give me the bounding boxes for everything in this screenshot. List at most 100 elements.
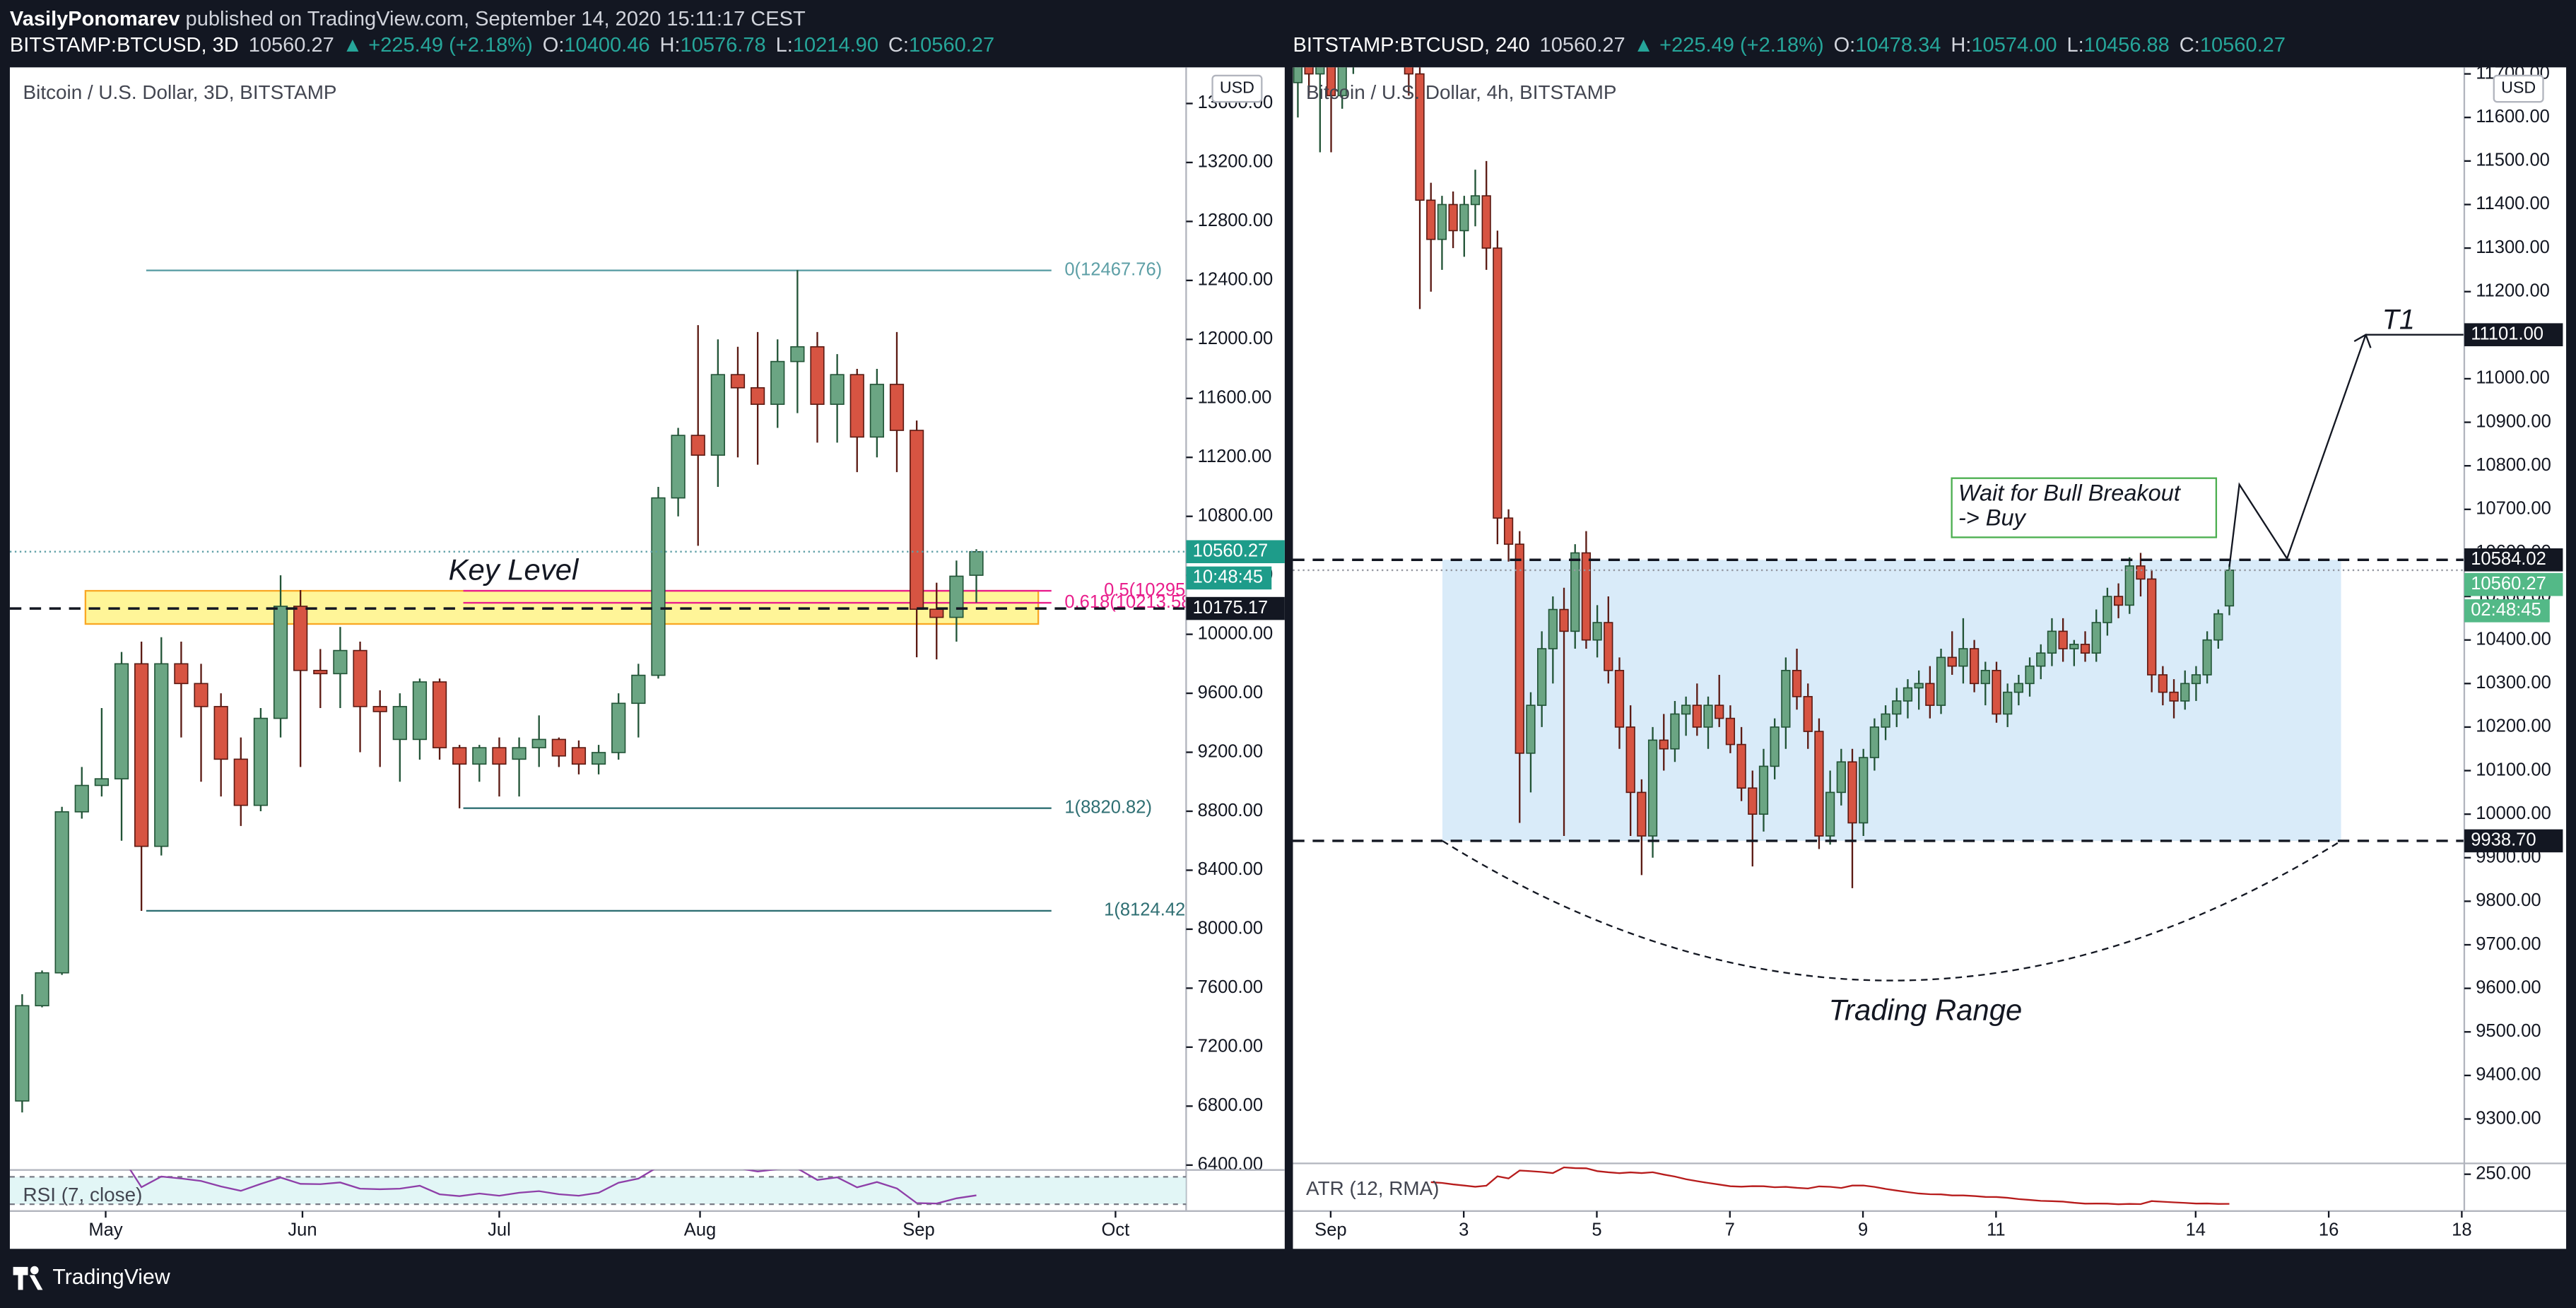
last-price: 10560.27 [1540,34,1625,57]
candle-body [1459,204,1469,232]
candle-body [293,606,308,671]
plot: 0(12467.76)1(8820.82)1(8124.420.5(102950… [9,259,1187,1113]
ohlc-value: 10576.78 [681,34,766,57]
candle-body [1847,761,1857,824]
indicator-label: RSI (7, close) [23,1184,143,1206]
candle-body [1725,717,1736,746]
y-tick-label: 10000.00 [2476,803,2551,823]
y-tick-label: 11600.00 [2476,107,2550,126]
y-tick-label: 9600.00 [1198,683,1263,702]
y-tick-label: 10700.00 [2476,499,2551,519]
candle-body [710,374,725,456]
logo-part [18,1275,43,1290]
y-tick-label: 10300.00 [2476,673,2551,693]
candle-body [849,374,864,438]
ohlc-key: O: [1834,34,1856,57]
candle-body [253,717,269,806]
ohlc-key: L: [776,34,793,57]
candle-body [1437,204,1447,240]
candle-body [1936,656,1946,706]
ohlc-value: 10214.90 [793,34,878,57]
legend: BITSTAMP:BTCUSD, 240 10560.27 ▲ +225.49 (+… [1293,34,2286,57]
y-tick-label: 12800.00 [1198,211,1274,230]
price-tag [2464,599,2550,623]
y-tick-label: 10800.00 [2476,455,2551,475]
candle-body [910,430,924,610]
candle-body [2102,596,2112,623]
ohlc-key: H: [1951,34,1971,57]
candle-body [790,346,805,363]
x-tick-label: 14 [2186,1220,2206,1239]
candle-body [1703,705,1713,728]
candle-body [1836,761,1846,794]
y-tick-label: 11600.00 [1198,388,1272,408]
indicator-plot [1430,1166,2230,1206]
currency: USD [1220,78,1254,97]
ohlc-key: C: [888,34,909,57]
candle-body [1481,195,1491,249]
candle-body [15,1005,30,1102]
y-tick-label: 11200.00 [2476,281,2550,300]
x-tick-label: Aug [684,1220,716,1239]
price-tag-label: 9938.70 [2471,830,2536,850]
logo-part [30,1266,39,1275]
price-tag-label: 11101.00 [2471,324,2543,343]
candle-body [1448,204,1458,232]
candle-body [2113,596,2124,606]
y-tick-label: 6400.00 [1198,1155,1263,1174]
y-tick-label: 9800.00 [2476,890,2541,910]
candle-body [2202,639,2212,676]
brand: TradingView [52,1266,170,1289]
candle-body [1681,705,1691,715]
candle-body [2169,691,2179,702]
candle-body [770,360,785,405]
candle-body [1980,669,1990,685]
candle-body [1803,695,1813,732]
candle-body [1748,787,1758,815]
y-tick-label: 9500.00 [2476,1021,2541,1041]
candle-body [949,575,964,618]
y-tick-label: 9300.00 [2476,1108,2541,1128]
y-tick-label: 9200.00 [1198,741,1263,761]
price-tag-label: 10:48:45 [1193,567,1263,587]
candle-body [969,550,984,576]
y-tick-label: 12400.00 [1198,270,1274,290]
candle-body [512,747,527,760]
x-tick-label: Sep [902,1220,934,1239]
candle-body [1604,622,1613,671]
candle-body [174,663,189,685]
candle-body [929,608,944,618]
note-line: Wait for Bull Breakout [1958,481,2182,506]
candle-body [2036,652,2046,667]
candle-body [35,972,49,1007]
candle-body [313,669,328,675]
candle-body [1304,67,1314,75]
candle-body [889,384,905,431]
candle-body [233,758,248,806]
candle-body [1770,726,1780,767]
x-tick-label: 18 [2452,1220,2471,1239]
candle-body [432,681,447,748]
candle-body [1293,67,1303,83]
candle-body [472,747,487,765]
symbol: BITSTAMP:BTCUSD, 240 [1293,34,1529,57]
logo [13,1266,43,1290]
target-label: T1 [2382,305,2415,336]
x-tick-label: 7 [1725,1220,1735,1239]
candle-body [2047,630,2057,654]
x-tick-label: May [88,1220,123,1239]
y-tick-label: 13200.00 [1198,152,1274,172]
candle-body [1792,669,1802,697]
candle-body [1326,67,1336,97]
candle-body [1592,622,1602,641]
y-tick-label: 8800.00 [1198,801,1263,820]
candle-body [273,606,288,719]
price-tag [1186,540,1285,563]
fib-label: 1(8820.82) [1064,797,1152,817]
candle-body [1659,739,1669,750]
candle-body [591,752,606,765]
indicator-line [129,1169,977,1205]
candle-body [1814,731,1824,837]
y-tick-label: 9600.00 [2476,977,2541,997]
